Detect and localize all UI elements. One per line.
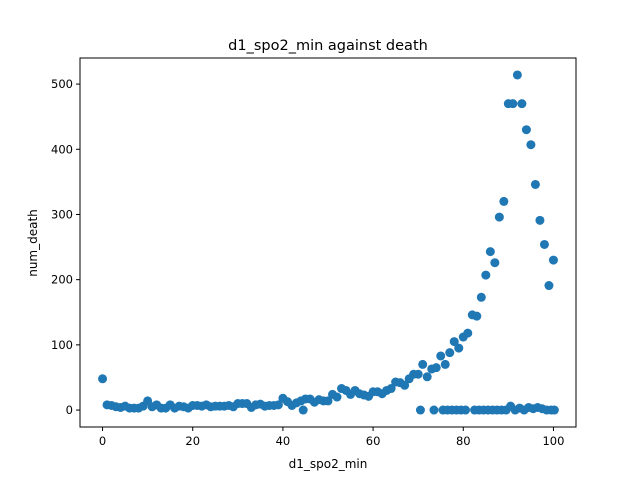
data-point bbox=[535, 215, 545, 225]
data-point bbox=[463, 328, 473, 338]
data-point bbox=[449, 337, 459, 347]
data-point bbox=[494, 212, 504, 222]
x-tick-label: 0 bbox=[99, 434, 106, 448]
chart-title: d1_spo2_min against death bbox=[228, 38, 428, 54]
data-point bbox=[445, 348, 455, 358]
data-point bbox=[440, 359, 450, 369]
data-point bbox=[431, 363, 441, 373]
data-point bbox=[472, 311, 482, 321]
data-point bbox=[548, 255, 558, 265]
data-point bbox=[98, 374, 108, 384]
data-point bbox=[512, 70, 522, 80]
data-point bbox=[429, 405, 439, 415]
x-tick-label: 60 bbox=[366, 434, 381, 448]
data-point bbox=[273, 400, 283, 410]
data-point bbox=[508, 99, 518, 109]
data-points bbox=[98, 70, 559, 415]
data-point bbox=[413, 369, 423, 379]
y-tick-label: 200 bbox=[51, 273, 73, 287]
data-point bbox=[422, 372, 432, 382]
data-point bbox=[544, 281, 554, 291]
data-point bbox=[539, 239, 549, 249]
data-point bbox=[323, 396, 333, 406]
data-point bbox=[386, 384, 396, 394]
data-point bbox=[521, 125, 531, 135]
y-tick-label: 0 bbox=[66, 403, 73, 417]
x-axis-label: d1_spo2_min bbox=[289, 457, 368, 471]
data-point bbox=[418, 359, 428, 369]
data-point bbox=[530, 179, 540, 189]
x-tick-label: 80 bbox=[456, 434, 471, 448]
data-point bbox=[476, 292, 486, 302]
axis-ticks: 0 20 40 60 80 100 0 100 200 300 400 500 bbox=[51, 77, 564, 448]
x-tick-label: 20 bbox=[185, 434, 200, 448]
data-point bbox=[549, 405, 559, 415]
x-tick-label: 40 bbox=[276, 434, 291, 448]
data-point bbox=[461, 405, 471, 415]
data-point bbox=[454, 343, 464, 353]
data-point bbox=[332, 392, 342, 402]
plot-frame bbox=[79, 57, 577, 428]
y-tick-label: 500 bbox=[51, 77, 73, 91]
x-tick-label: 100 bbox=[542, 434, 564, 448]
data-point bbox=[436, 351, 446, 361]
y-tick-label: 100 bbox=[51, 338, 73, 352]
data-point bbox=[415, 405, 425, 415]
data-point bbox=[481, 270, 491, 280]
data-point bbox=[400, 380, 410, 390]
y-axis-label: num_death bbox=[26, 209, 40, 277]
data-point bbox=[526, 140, 536, 150]
y-tick-label: 400 bbox=[51, 142, 73, 156]
data-point bbox=[499, 196, 509, 206]
data-point bbox=[485, 247, 495, 257]
y-tick-label: 300 bbox=[51, 207, 73, 221]
data-point bbox=[298, 405, 308, 415]
data-point bbox=[490, 258, 500, 268]
data-point bbox=[517, 99, 527, 109]
